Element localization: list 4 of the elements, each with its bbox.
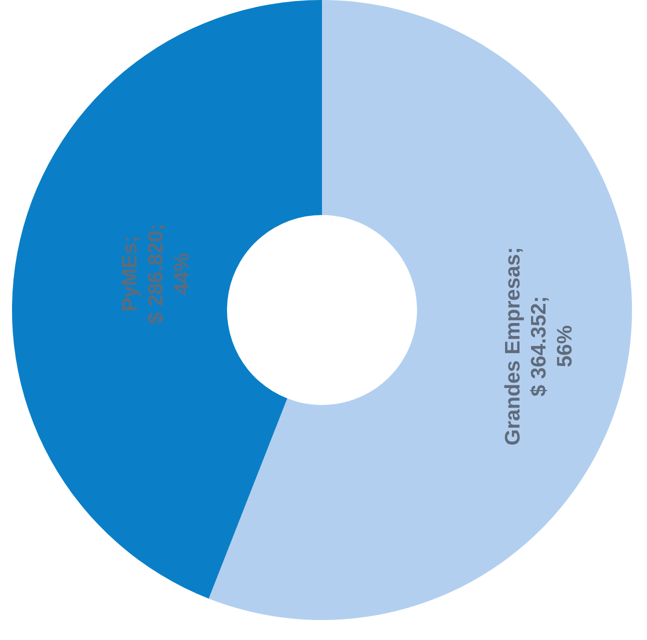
donut-slice [208, 0, 632, 620]
slice-label: Grandes Empresas; $ 364.352; 56% [502, 247, 577, 446]
slice-label: PyMEs; $ 286.820; 44% [118, 224, 194, 324]
donut-slice [12, 0, 322, 599]
